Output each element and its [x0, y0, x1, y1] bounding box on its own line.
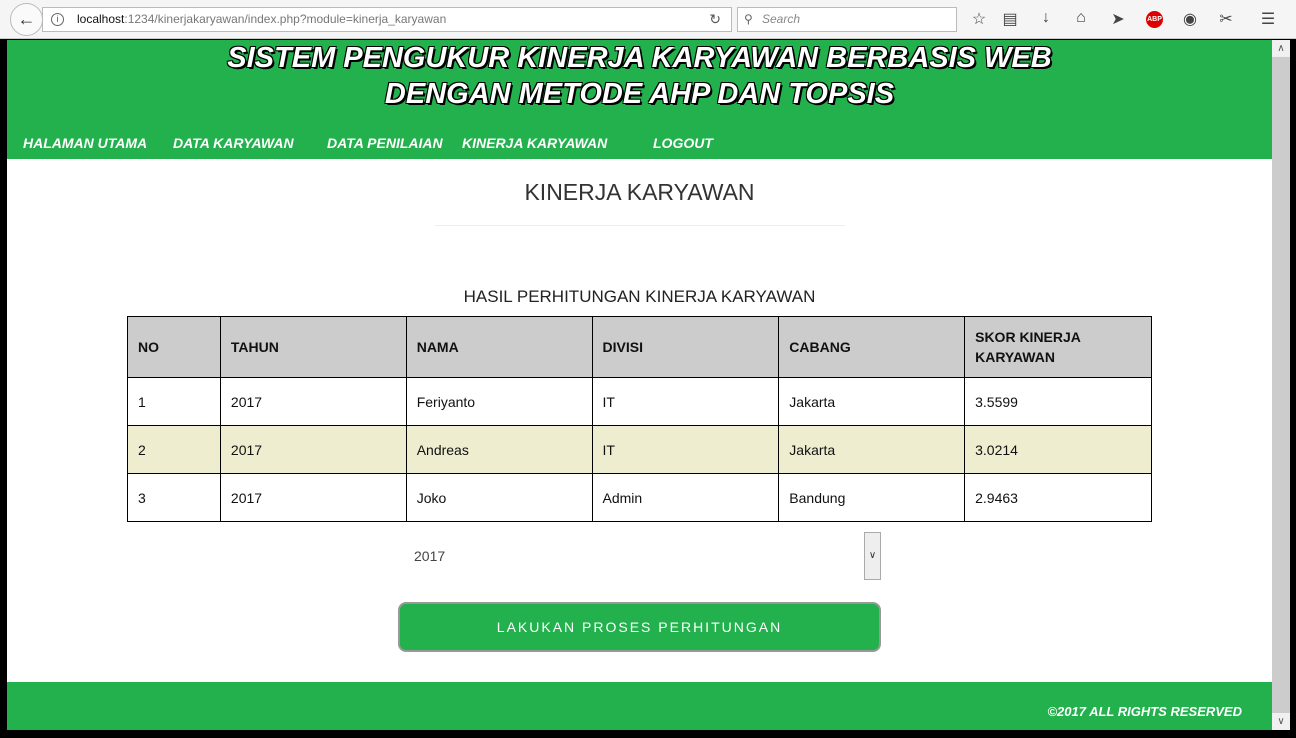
- table-title: HASIL PERHITUNGAN KINERJA KARYAWAN: [463, 287, 816, 306]
- cell: IT: [591, 377, 780, 426]
- reload-icon[interactable]: ↻: [709, 11, 721, 27]
- process-button[interactable]: LAKUKAN PROSES PERHITUNGAN: [398, 602, 881, 652]
- col-nama: NAMA: [405, 316, 593, 378]
- col-divisi: DIVISI: [591, 316, 780, 378]
- divider: [435, 225, 845, 226]
- table-header-row: NO TAHUN NAMA DIVISI CABANG SKOR KINERJA…: [127, 316, 1152, 378]
- cell: Jakarta: [778, 425, 966, 474]
- cell: Joko: [405, 473, 593, 522]
- adblock-icon[interactable]: ABP: [1146, 11, 1163, 28]
- scroll-up-icon[interactable]: ∧: [1272, 40, 1290, 57]
- scroll-down-icon[interactable]: ∨: [1272, 713, 1290, 730]
- cell: Admin: [591, 473, 780, 522]
- cell: 2017: [219, 473, 407, 522]
- reading-list-icon[interactable]: ▤: [1002, 11, 1018, 28]
- cell: 1: [127, 377, 221, 426]
- table-row: 3 2017 Joko Admin Bandung 2.9463: [127, 473, 1152, 522]
- table-row: 2 2017 Andreas IT Jakarta 3.0214: [127, 425, 1152, 474]
- send-icon[interactable]: ➤: [1111, 11, 1125, 28]
- site-title: SISTEM PENGUKUR KINERJA KARYAWAN BERBASI…: [7, 40, 1272, 112]
- cell: 2.9463: [964, 473, 1152, 522]
- bookmark-star-icon[interactable]: ☆: [971, 11, 987, 28]
- page: SISTEM PENGUKUR KINERJA KARYAWAN BERBASI…: [7, 40, 1272, 730]
- search-icon: ⚲: [744, 12, 753, 26]
- results-table: NO TAHUN NAMA DIVISI CABANG SKOR KINERJA…: [127, 316, 1152, 522]
- page-title: KINERJA KARYAWAN: [524, 179, 755, 205]
- back-button[interactable]: ←: [10, 3, 43, 36]
- chevron-down-icon[interactable]: ∨: [864, 532, 881, 580]
- cell: Jakarta: [778, 377, 966, 426]
- cell: IT: [591, 425, 780, 474]
- home-icon[interactable]: ⌂: [1076, 9, 1086, 26]
- scrollbar[interactable]: ∧ ∨: [1272, 40, 1290, 730]
- menu-icon[interactable]: ☰: [1260, 11, 1276, 28]
- year-select-value: 2017: [414, 548, 446, 564]
- col-no: NO: [127, 316, 221, 378]
- nav-logout[interactable]: LOGOUT: [653, 135, 713, 151]
- nav-data-karyawan[interactable]: DATA KARYAWAN: [173, 135, 294, 151]
- cell: Andreas: [405, 425, 593, 474]
- browser-toolbar: ← i localhost:1234/kinerjakaryawan/index…: [0, 0, 1296, 39]
- copyright: ©2017 ALL RIGHTS RESERVED: [1047, 704, 1242, 719]
- url-path: :1234/kinerjakaryawan/index.php?module=k…: [124, 12, 447, 26]
- info-icon[interactable]: i: [51, 13, 64, 26]
- globe-icon[interactable]: ◉: [1183, 11, 1197, 28]
- col-skor: SKOR KINERJA KARYAWAN: [964, 316, 1152, 378]
- col-tahun: TAHUN: [219, 316, 407, 378]
- cell: Bandung: [778, 473, 966, 522]
- year-select[interactable]: 2017 ∨: [404, 532, 881, 580]
- nav-data-penilaian[interactable]: DATA PENILAIAN: [327, 135, 443, 151]
- cell: 2: [127, 425, 221, 474]
- url-host: localhost: [77, 12, 125, 26]
- cell: 3.5599: [964, 377, 1152, 426]
- search-placeholder: Search: [762, 12, 801, 26]
- title-line-2: DENGAN METODE AHP DAN TOPSIS: [384, 78, 895, 110]
- table-row: 1 2017 Feriyanto IT Jakarta 3.5599: [127, 377, 1152, 426]
- site-header: SISTEM PENGUKUR KINERJA KARYAWAN BERBASI…: [7, 40, 1272, 159]
- cell: 2017: [219, 377, 407, 426]
- tools-icon[interactable]: ✂: [1219, 11, 1233, 28]
- nav-halaman-utama[interactable]: HALAMAN UTAMA: [23, 135, 148, 151]
- title-line-1: SISTEM PENGUKUR KINERJA KARYAWAN BERBASI…: [227, 42, 1052, 74]
- address-bar[interactable]: i localhost:1234/kinerjakaryawan/index.p…: [42, 7, 732, 32]
- cell: Feriyanto: [405, 377, 593, 426]
- nav-kinerja-karyawan[interactable]: KINERJA KARYAWAN: [462, 135, 608, 151]
- col-cabang: CABANG: [778, 316, 966, 378]
- cell: 3: [127, 473, 221, 522]
- cell: 3.0214: [964, 425, 1152, 474]
- cell: 2017: [219, 425, 407, 474]
- footer: ©2017 ALL RIGHTS RESERVED: [7, 682, 1272, 730]
- download-icon[interactable]: ↓: [1042, 9, 1050, 26]
- search-input[interactable]: ⚲ Search: [737, 7, 957, 32]
